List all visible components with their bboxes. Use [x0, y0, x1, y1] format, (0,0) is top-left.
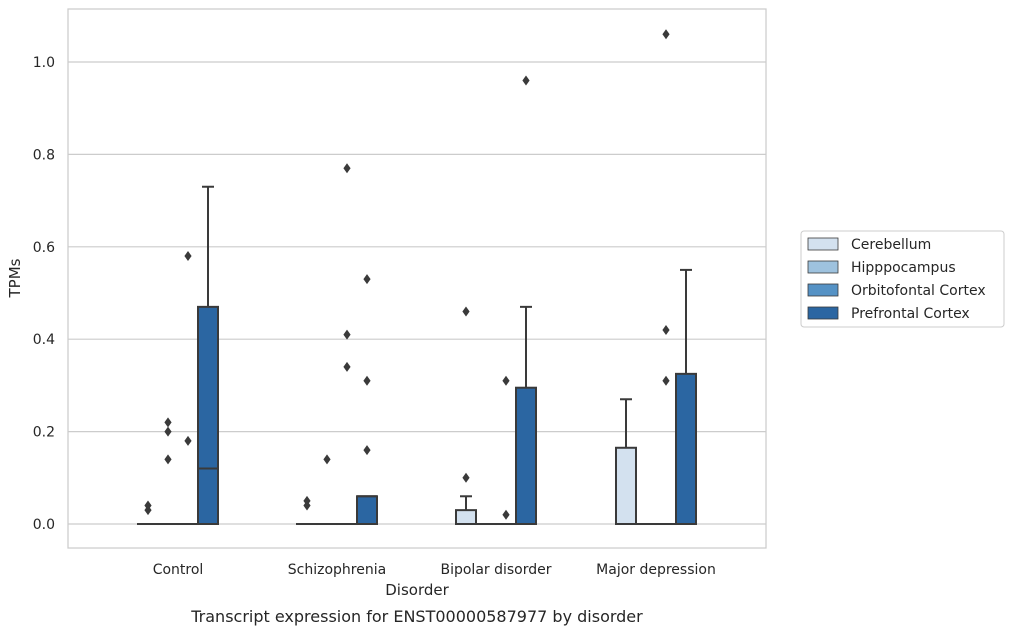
outlier-point	[363, 445, 371, 456]
outlier-point	[184, 435, 192, 446]
outlier-point	[184, 251, 192, 262]
outlier-point	[662, 375, 670, 386]
y-tick-label: 1.0	[33, 55, 55, 71]
box	[197, 305, 219, 525]
legend-swatch	[807, 260, 839, 274]
outlier-point	[662, 324, 670, 335]
outlier-point	[164, 417, 172, 428]
outlier-point	[343, 163, 351, 174]
x-tick-label: Major depression	[596, 562, 716, 578]
legend-label: Cerebellum	[851, 237, 931, 253]
y-tick-label: 0.0	[33, 517, 55, 533]
outlier-point	[502, 509, 510, 520]
legend-swatch	[807, 237, 839, 251]
legend-label: Hipppocampus	[851, 260, 956, 276]
legend-label: Prefrontal Cortex	[851, 306, 970, 322]
box	[675, 372, 697, 525]
chart-caption: Transcript expression for ENST0000058797…	[190, 607, 643, 626]
series-cerebellum	[137, 306, 637, 526]
y-tick-label: 0.2	[33, 425, 55, 441]
box	[356, 495, 378, 525]
box-plot-series	[137, 29, 697, 526]
x-tick-label: Schizophrenia	[288, 562, 386, 578]
outlier-point	[363, 274, 371, 285]
y-tick-label: 0.8	[33, 147, 55, 163]
y-tick-label: 0.4	[33, 332, 55, 348]
x-tick-label: Control	[153, 562, 204, 578]
outlier-point	[164, 454, 172, 465]
y-gridlines	[68, 61, 766, 525]
series-prefrontal-cortex	[197, 75, 697, 525]
outlier-point	[522, 75, 530, 86]
legend-swatch	[807, 306, 839, 320]
box	[515, 386, 537, 525]
x-tick-label: Bipolar disorder	[440, 562, 551, 578]
box	[615, 446, 637, 525]
outlier-point	[462, 306, 470, 317]
outlier-point	[343, 329, 351, 340]
plot-frame	[67, 8, 767, 549]
outlier-point	[662, 29, 670, 40]
legend-label: Orbitofontal Cortex	[851, 283, 986, 299]
legend: Cerebellum Hipppocampus Orbitofontal Corte…	[800, 230, 1005, 328]
outlier-point	[343, 361, 351, 372]
legend-frame	[800, 230, 1005, 328]
outlier-point	[144, 500, 152, 511]
outlier-point	[303, 495, 311, 506]
outlier-point	[502, 375, 510, 386]
box	[455, 509, 477, 526]
x-axis-label: Disorder	[385, 581, 449, 599]
legend-swatch	[807, 283, 839, 297]
y-axis-label: TPMs	[6, 258, 24, 298]
y-tick-labels: 0.0 0.2 0.4 0.6 0.8 1.0	[33, 55, 55, 533]
series-orbitofontal-cortex	[177, 29, 677, 526]
outlier-point	[323, 454, 331, 465]
y-tick-label: 0.6	[33, 240, 55, 256]
outlier-point	[462, 472, 470, 483]
outlier-point	[363, 375, 371, 386]
x-tick-labels: Control Schizophrenia Bipolar disorder Majo…	[153, 562, 716, 578]
series-hipppocampus	[157, 417, 657, 526]
outlier-point	[164, 426, 172, 437]
